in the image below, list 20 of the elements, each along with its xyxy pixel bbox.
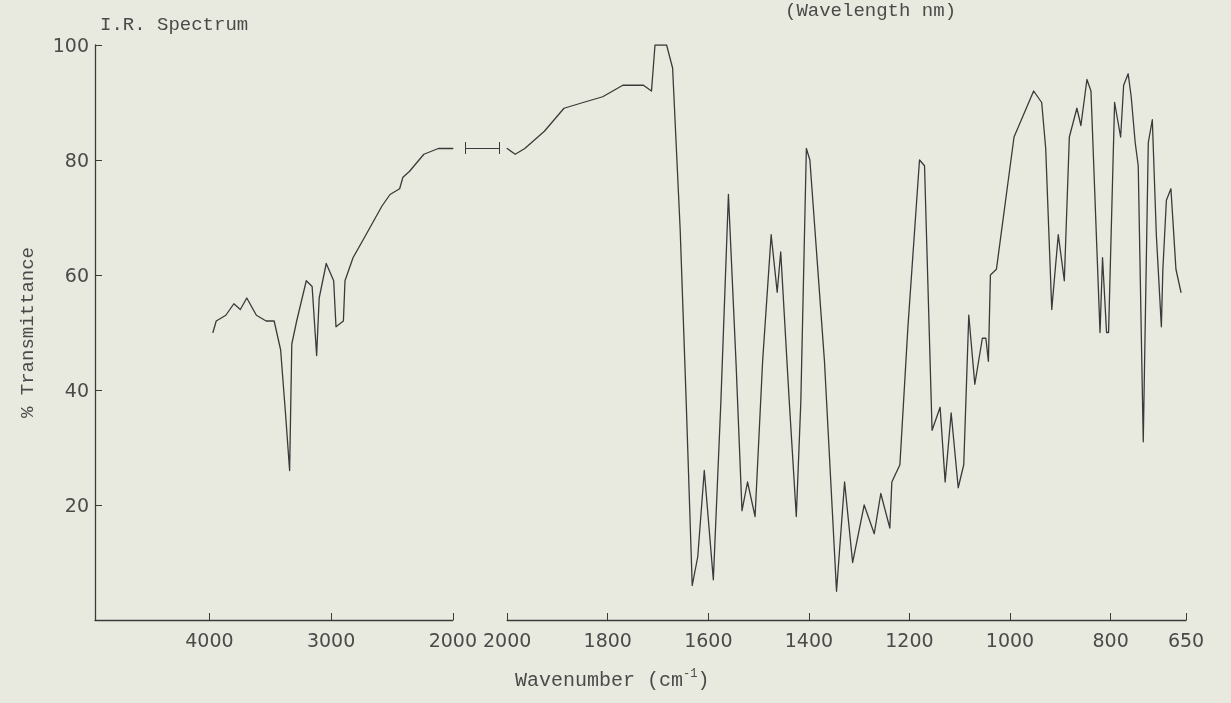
y-tick-label: 40	[64, 379, 89, 401]
x-tick-label: 800	[1092, 628, 1129, 651]
y-axis-title: % Transmittance	[16, 246, 39, 419]
x-tick-label: 2000	[483, 628, 532, 651]
y-tick-label: 60	[64, 264, 89, 286]
x-tick-label: 1400	[784, 628, 834, 651]
x-tick-label: 1600	[684, 628, 733, 651]
y-tick-label: 100	[52, 34, 89, 56]
x-tick-label: 2000	[428, 628, 477, 651]
y-tick-label: 20	[64, 494, 89, 516]
chart-title: I.R. Spectrum	[100, 13, 249, 36]
y-tick-label: 80	[64, 149, 89, 171]
x-tick-label: 1200	[885, 628, 934, 651]
line-series	[212, 147, 454, 472]
x-tick-label: 3000	[306, 628, 356, 651]
x-tick-label: 4000	[185, 628, 234, 651]
x-tick-label: 1000	[985, 628, 1035, 651]
x-tick-label: 650	[1167, 628, 1205, 651]
text: (Wavelength nm)	[785, 0, 957, 22]
x-tick-label: 1800	[583, 628, 632, 651]
